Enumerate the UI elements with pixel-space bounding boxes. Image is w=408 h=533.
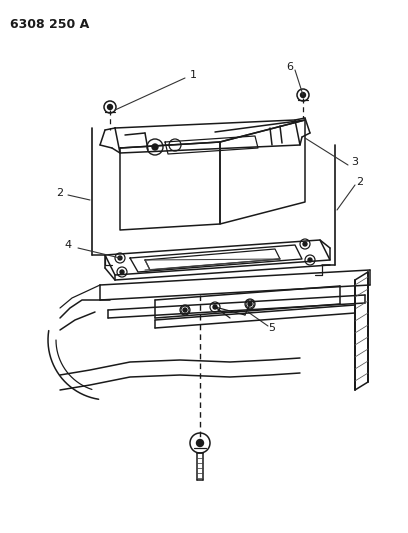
- Circle shape: [301, 93, 306, 98]
- Text: 2: 2: [56, 188, 64, 198]
- Circle shape: [248, 302, 252, 306]
- Text: 2: 2: [357, 177, 364, 187]
- Text: 4: 4: [64, 240, 71, 250]
- Circle shape: [197, 440, 204, 447]
- Circle shape: [308, 258, 312, 262]
- Circle shape: [152, 144, 158, 150]
- Circle shape: [120, 270, 124, 274]
- Circle shape: [107, 104, 113, 109]
- Text: 6: 6: [286, 62, 293, 72]
- Circle shape: [118, 256, 122, 260]
- Text: 6308 250 A: 6308 250 A: [10, 18, 89, 31]
- Text: 3: 3: [352, 157, 359, 167]
- Circle shape: [183, 308, 187, 312]
- Circle shape: [213, 305, 217, 309]
- Circle shape: [303, 242, 307, 246]
- Text: 5: 5: [268, 323, 275, 333]
- Text: 1: 1: [190, 70, 197, 80]
